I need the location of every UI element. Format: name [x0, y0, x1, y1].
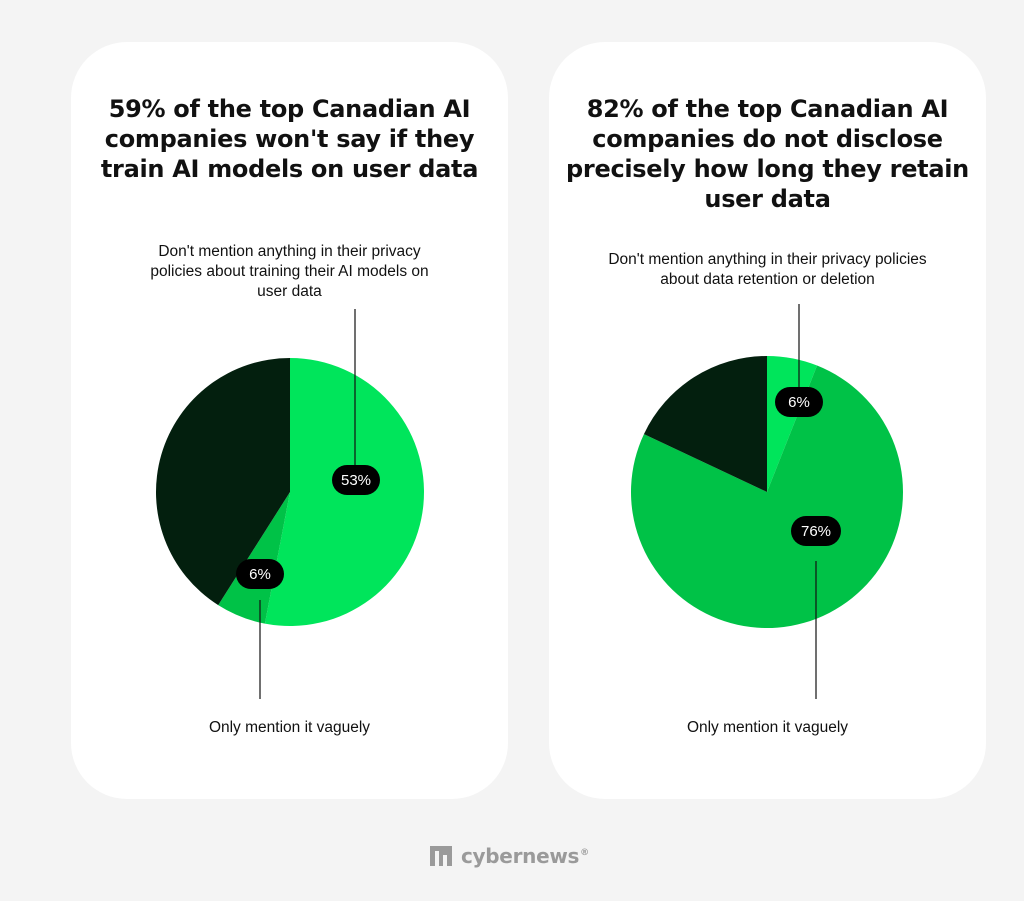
slice-label: 6% [788, 394, 810, 411]
chart-title-line: companies won't say if they [104, 125, 475, 153]
chart-title: 59% of the top Canadian AI companies won… [71, 94, 508, 184]
chart-title-line: user data [704, 185, 831, 213]
cybernews-logo: cybernews® [430, 844, 589, 868]
top-annotation: Don't mention anything in their privacy … [549, 250, 986, 290]
chart-title-line: 82% of the top Canadian AI [586, 95, 949, 123]
chart-title-line: precisely how long they retain [566, 155, 969, 183]
pie-chart: 53% 6% [155, 309, 425, 699]
pie-chart: 6% 76% [631, 304, 903, 699]
pie-slices [631, 356, 903, 628]
annotation-line: policies about training their AI models … [150, 263, 429, 280]
chart-title-line: train AI models on user data [100, 155, 479, 183]
slice-label-pill: 6% [236, 559, 284, 589]
bottom-annotation: Only mention it vaguely [208, 719, 371, 736]
chart-title-line: companies do not disclose [592, 125, 943, 153]
annotation-line: user data [257, 283, 322, 300]
right-chart-card: 82% of the top Canadian AI companies do … [549, 42, 986, 799]
pie-slice-3 [643, 356, 767, 492]
slice-label: 53% [341, 472, 371, 489]
slice-label: 76% [801, 523, 831, 540]
pie-slice-2 [631, 365, 903, 628]
slice-label-pill: 6% [775, 387, 823, 417]
slice-label-pill: 53% [332, 465, 380, 495]
slice-label-pill: 76% [791, 516, 841, 546]
pie-slices [155, 358, 425, 626]
slice-label: 6% [249, 566, 271, 583]
chart-title-line: 59% of the top Canadian AI [108, 95, 471, 123]
annotation-line: about data retention or deletion [660, 271, 875, 288]
annotation-line: Don't mention anything in their privacy … [608, 251, 927, 268]
pie-slice-2 [218, 492, 290, 624]
left-chart-card: 59% of the top Canadian AI companies won… [71, 42, 508, 799]
cybernews-logo-icon [430, 846, 452, 866]
chart-title: 82% of the top Canadian AI companies do … [549, 94, 986, 214]
top-annotation: Don't mention anything in their privacy … [71, 242, 508, 302]
pie-slice-3 [155, 358, 290, 606]
annotation-line: Don't mention anything in their privacy [158, 243, 421, 260]
logo-wordmark: cybernews® [461, 844, 589, 868]
bottom-annotation: Only mention it vaguely [686, 719, 849, 736]
